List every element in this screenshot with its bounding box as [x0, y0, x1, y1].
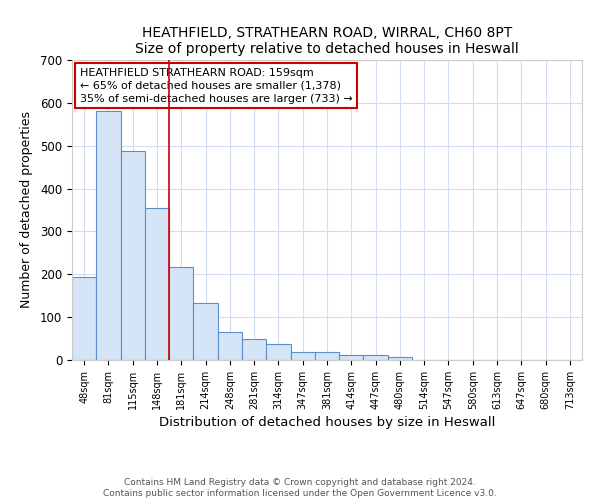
Bar [339, 355, 364, 360]
Bar [266, 344, 290, 360]
X-axis label: Distribution of detached houses by size in Heswall: Distribution of detached houses by size … [159, 416, 495, 429]
Bar [242, 340, 266, 360]
Y-axis label: Number of detached properties: Number of detached properties [20, 112, 33, 308]
Title: HEATHFIELD, STRATHEARN ROAD, WIRRAL, CH60 8PT
Size of property relative to detac: HEATHFIELD, STRATHEARN ROAD, WIRRAL, CH6… [135, 26, 519, 56]
Bar [96, 112, 121, 360]
Bar [364, 355, 388, 360]
Bar [169, 266, 193, 360]
Bar [121, 152, 145, 360]
Bar [218, 332, 242, 360]
Bar [72, 278, 96, 360]
Bar [193, 303, 218, 360]
Text: Contains HM Land Registry data © Crown copyright and database right 2024.
Contai: Contains HM Land Registry data © Crown c… [103, 478, 497, 498]
Text: HEATHFIELD STRATHEARN ROAD: 159sqm
← 65% of detached houses are smaller (1,378)
: HEATHFIELD STRATHEARN ROAD: 159sqm ← 65%… [80, 68, 352, 104]
Bar [315, 352, 339, 360]
Bar [388, 358, 412, 360]
Bar [145, 208, 169, 360]
Bar [290, 352, 315, 360]
